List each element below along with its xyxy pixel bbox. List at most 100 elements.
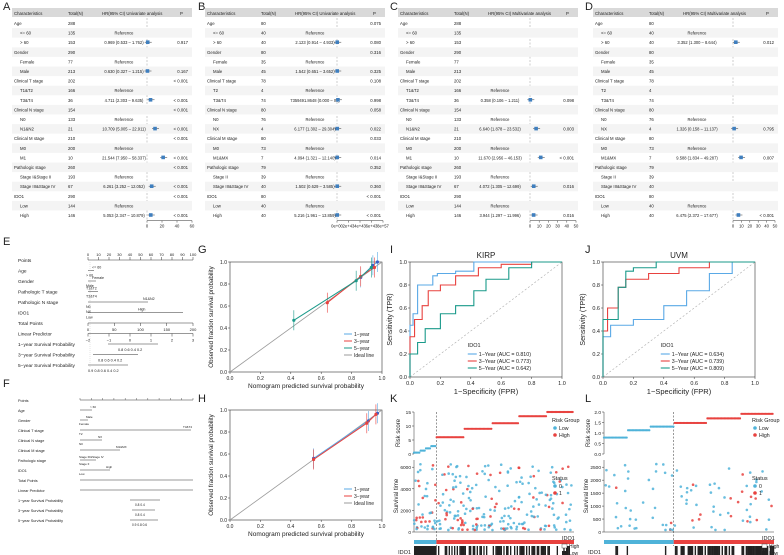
risk_K-surv-point bbox=[452, 517, 456, 520]
nomogram-f-row-label: 1−year Survival Probability bbox=[18, 499, 63, 503]
risk_L-surv-point bbox=[675, 469, 679, 472]
risk_L-ido1-cell bbox=[769, 546, 772, 555]
risk_L-risk-label: Risk score bbox=[586, 418, 592, 447]
nomogram-e-tick-label: 100 bbox=[137, 327, 144, 332]
risk_K-ido1-cell bbox=[490, 546, 492, 555]
nomogram-e-tick-label: 50 bbox=[112, 327, 117, 332]
risk_K-ido1-cell bbox=[504, 546, 507, 555]
risk_K-surv-point bbox=[483, 464, 487, 468]
nomogram-f-item-label: T3&T4 bbox=[183, 425, 192, 429]
risk_K-surv-point bbox=[428, 511, 432, 515]
risk_K-surv-point bbox=[451, 526, 455, 530]
risk_K-surv-point bbox=[447, 528, 450, 532]
risk_L-ido1-cell bbox=[697, 546, 700, 555]
risk_L-surv-point bbox=[699, 513, 702, 516]
risk_K-surv-point bbox=[431, 464, 435, 467]
forest-row-label: Stage III&Stage IV bbox=[20, 184, 55, 189]
risk_L-surv-point bbox=[767, 498, 771, 501]
risk_K-surv-point bbox=[418, 516, 422, 519]
forest-row-hr: Reference bbox=[688, 203, 708, 208]
risk_L-ido1-cell bbox=[718, 546, 721, 555]
risk_K-ido1-cell bbox=[444, 546, 447, 555]
risk_K-surv-point bbox=[458, 474, 462, 478]
calibration_G-ylabel: Observed fraction survival probability bbox=[208, 265, 215, 367]
forest-row-label: IDO1 bbox=[207, 194, 218, 199]
risk_L-legend-status-label: 1 bbox=[759, 491, 762, 497]
calibration_H-x-tick-label: 0.4 bbox=[287, 524, 294, 530]
forest-row-label: Stage III&Stage IV bbox=[406, 184, 441, 189]
risk_L-ido1-cell bbox=[616, 546, 619, 555]
risk_K-surv-point bbox=[520, 522, 524, 526]
risk_L-ido1-cell bbox=[686, 546, 688, 555]
forest-row-total: 80 bbox=[649, 50, 654, 55]
forest-row-total: 77 bbox=[68, 59, 73, 64]
forest-x-tick-label: 20 bbox=[546, 224, 551, 229]
risk_K-surv-point bbox=[506, 522, 510, 526]
forest-row-label: Clinical N stage bbox=[14, 107, 44, 112]
risk_K-surv-point bbox=[452, 500, 455, 503]
risk_K-ido1-cell bbox=[470, 546, 472, 555]
risk_L-surv-point bbox=[749, 495, 753, 499]
forest-row-label: Stage II bbox=[601, 175, 616, 180]
risk_L-surv-point bbox=[723, 528, 726, 532]
forest-row-hr: Reference bbox=[306, 88, 326, 93]
risk_L-ido1-cell bbox=[751, 546, 753, 555]
forest-row-p: 0.033 bbox=[370, 136, 381, 141]
nomogram-e-item-label: NX bbox=[86, 310, 92, 314]
risk_K-surv-point bbox=[491, 528, 494, 532]
nomogram-e-item-label: Low bbox=[86, 316, 93, 320]
forest-row-label: Female bbox=[20, 59, 35, 64]
forest-x-tick-label: 10 bbox=[739, 224, 744, 229]
risk_K-surv-point bbox=[529, 510, 533, 513]
risk_K-ido1-cell bbox=[572, 546, 575, 555]
risk_K-ido1-cell bbox=[494, 546, 496, 555]
forest-row-total: 4 bbox=[649, 88, 652, 93]
forest-row-total: 193 bbox=[68, 175, 76, 180]
forest-row-band bbox=[12, 47, 192, 57]
forest-row-total: 290 bbox=[454, 194, 462, 199]
forest-row-label: Female bbox=[406, 59, 421, 64]
forest-point bbox=[531, 213, 536, 217]
risk_K-surv-point bbox=[484, 495, 487, 498]
risk_L-ido1-cell bbox=[698, 546, 701, 555]
forest-row-total: 146 bbox=[68, 213, 76, 218]
forest-row-total: 40 bbox=[649, 213, 654, 218]
forest-row-total: 45 bbox=[261, 69, 266, 74]
roc_I-y-tick-label: 1.0 bbox=[399, 260, 407, 266]
risk_K-surv-point bbox=[509, 516, 512, 520]
risk_L-ido1-cell bbox=[738, 546, 741, 555]
calibration_H-y-tick-label: 0.0 bbox=[220, 518, 227, 524]
risk_K-surv-point bbox=[415, 527, 418, 531]
panel-label-b: B bbox=[198, 1, 205, 13]
forest-header-bg bbox=[398, 8, 578, 17]
risk_K-risk-point bbox=[418, 451, 421, 454]
risk_K-ido1-cell bbox=[463, 546, 465, 555]
risk_L-bar-label: IDO1 bbox=[588, 550, 601, 555]
forest-row-band bbox=[398, 200, 578, 211]
risk_K-ido1-cell bbox=[452, 546, 455, 555]
forest-row-total: 36 bbox=[454, 98, 459, 103]
risk_L-ido1-cell bbox=[669, 546, 671, 555]
forest-header-p: P bbox=[180, 11, 183, 16]
forest-row-total: 80 bbox=[261, 107, 266, 112]
risk_K-surv-point bbox=[554, 470, 558, 474]
roc_J-y-tick-label: 1.0 bbox=[592, 260, 600, 266]
forest-row-label: N0 bbox=[601, 117, 607, 122]
risk_K-surv-point bbox=[441, 501, 445, 504]
risk_L-surv-point bbox=[729, 514, 733, 518]
risk_K-surv-point bbox=[512, 521, 516, 525]
forest-row-total: 260 bbox=[454, 165, 462, 170]
forest-row-p: 0.007 bbox=[763, 155, 774, 160]
forest-row-total: 210 bbox=[68, 136, 76, 141]
forest-point bbox=[153, 126, 157, 131]
risk_K-ido1-cell bbox=[472, 546, 475, 555]
forest-row-total: 133 bbox=[454, 117, 462, 122]
risk_L-surv-point bbox=[685, 486, 689, 490]
risk_K-surv-point bbox=[424, 487, 428, 491]
forest-row-label: Clinical N stage bbox=[595, 107, 625, 112]
risk_L-surv-point bbox=[689, 488, 693, 492]
calibration_G-legend-label: 3−year bbox=[354, 339, 370, 345]
forest-row-label: N0 bbox=[20, 117, 26, 122]
forest-row-label: Male bbox=[213, 69, 223, 74]
risk_K-risk-point bbox=[462, 436, 465, 439]
